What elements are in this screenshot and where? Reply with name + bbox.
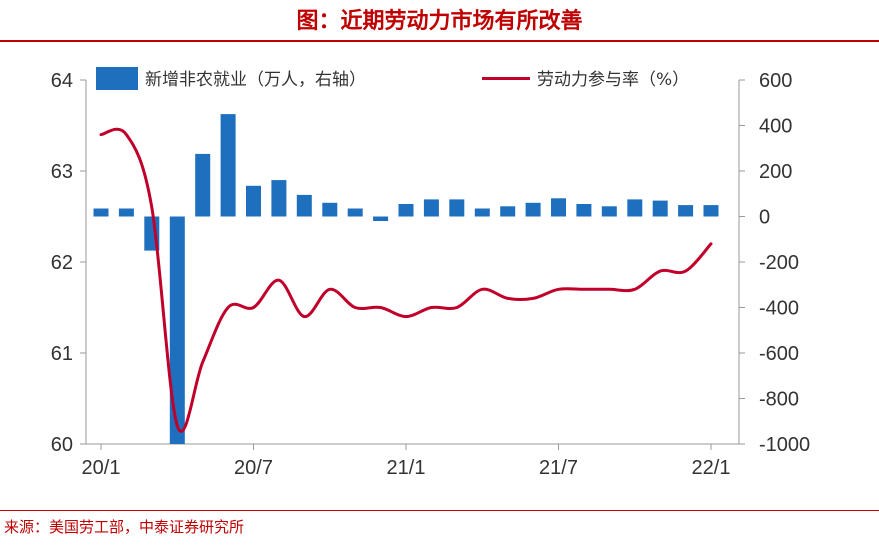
bar bbox=[271, 180, 287, 217]
footer-divider bbox=[0, 510, 879, 511]
right-tick-label: -200 bbox=[759, 252, 799, 274]
x-tick-label: 20/7 bbox=[234, 457, 273, 479]
line-series bbox=[99, 127, 713, 433]
bar bbox=[322, 202, 338, 217]
legend-bar-label: 新增非农就业（万人，右轴） bbox=[145, 70, 366, 90]
bar bbox=[93, 208, 109, 217]
bar bbox=[398, 204, 414, 217]
bar bbox=[576, 204, 592, 217]
left-tick-label: 62 bbox=[51, 252, 73, 274]
bar bbox=[449, 199, 465, 217]
participation-rate-line bbox=[99, 127, 713, 433]
chart-title: 图：近期劳动力市场有所改善 bbox=[296, 8, 583, 34]
bar bbox=[551, 198, 566, 217]
x-tick-label: 21/1 bbox=[387, 457, 426, 479]
right-tick-label: 400 bbox=[759, 116, 792, 138]
title-divider bbox=[0, 40, 879, 42]
bar bbox=[601, 206, 617, 217]
bar bbox=[474, 208, 490, 217]
bar bbox=[195, 153, 211, 217]
bar bbox=[423, 199, 439, 217]
bar bbox=[347, 208, 363, 217]
x-tick-label: 21/7 bbox=[539, 457, 578, 479]
bar bbox=[500, 206, 516, 217]
bar bbox=[246, 185, 261, 217]
axes: 64 63 62 61 60 600 400 200 0 -200 -400 -600 -800 -100… bbox=[51, 70, 810, 479]
right-tick-label: -800 bbox=[759, 389, 799, 411]
bar bbox=[373, 216, 389, 221]
left-tick-label: 64 bbox=[51, 70, 73, 92]
x-tick-label: 20/1 bbox=[82, 457, 121, 479]
bar bbox=[525, 202, 541, 217]
right-tick-label: 0 bbox=[759, 207, 770, 229]
legend-line-label: 劳动力参与率（%） bbox=[537, 70, 689, 90]
right-tick-label: 600 bbox=[759, 70, 792, 92]
left-tick-label: 60 bbox=[51, 434, 73, 456]
bar bbox=[296, 194, 312, 217]
right-tick-label: -600 bbox=[759, 343, 799, 365]
bar bbox=[703, 205, 719, 217]
bar-series bbox=[93, 114, 719, 444]
legend: 新增非农就业（万人，右轴） 劳动力参与率（%） bbox=[96, 67, 689, 90]
bar bbox=[118, 208, 134, 217]
bar bbox=[220, 114, 236, 217]
source-note: 来源：美国劳工部，中泰证券研究所 bbox=[4, 518, 245, 536]
legend-bar-swatch bbox=[96, 67, 138, 90]
x-tick-label: 22/1 bbox=[692, 457, 731, 479]
bar bbox=[652, 200, 668, 217]
right-tick-label: -1000 bbox=[759, 434, 810, 456]
bar bbox=[678, 205, 694, 217]
right-tick-label: 200 bbox=[759, 161, 792, 183]
left-tick-label: 61 bbox=[51, 343, 73, 365]
left-tick-label: 63 bbox=[51, 161, 73, 183]
bar bbox=[169, 216, 185, 444]
bar bbox=[627, 199, 643, 217]
right-tick-label: -400 bbox=[759, 298, 799, 320]
